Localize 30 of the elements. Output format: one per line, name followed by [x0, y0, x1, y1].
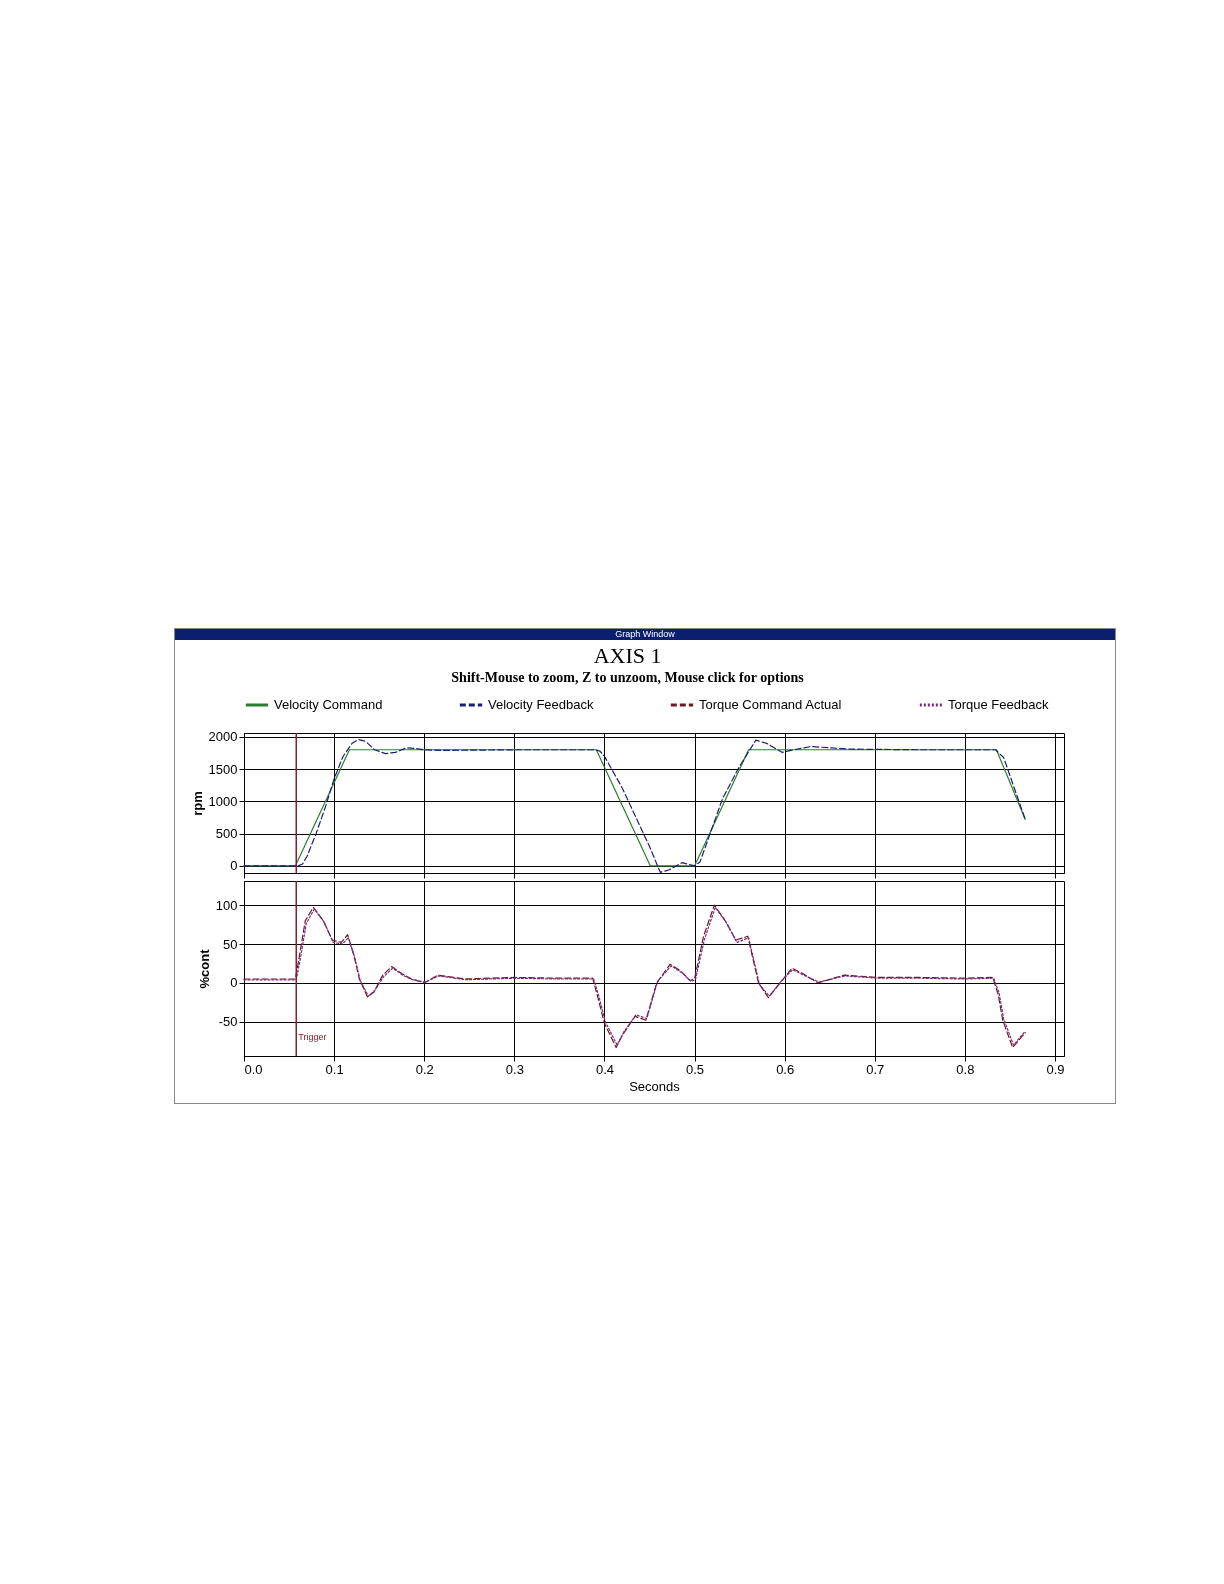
x-tick-label: 0.1 — [325, 1061, 344, 1077]
x-tick-label: 0.0 — [244, 1061, 263, 1077]
text: Graph Window — [175, 629, 1115, 640]
y-tick-label: 0 — [230, 975, 238, 991]
y-tick-label: 2000 — [208, 729, 238, 745]
ref-line-label: Trigger — [298, 1032, 327, 1042]
x-tick-label: 0.6 — [776, 1061, 795, 1077]
y-tick-label: 500 — [215, 826, 238, 842]
legend-label: Velocity Command — [274, 697, 383, 712]
y-axis-title: %cont — [196, 948, 212, 989]
x-axis-title: Seconds — [629, 1078, 681, 1094]
x-tick-label: 0.9 — [1046, 1061, 1065, 1077]
x-tick-label: 0.8 — [956, 1061, 975, 1077]
y-axis-title: rpm — [189, 791, 205, 816]
chart-title: AXIS 1 — [593, 643, 662, 668]
legend-label: Velocity Feedback — [488, 697, 594, 712]
x-tick-label: 0.7 — [866, 1061, 885, 1077]
legend-label: Torque Feedback — [948, 697, 1049, 712]
y-tick-label: -50 — [218, 1014, 238, 1030]
y-tick-label: 100 — [215, 897, 238, 913]
y-tick-label: 1500 — [208, 761, 238, 777]
x-tick-label: 0.5 — [686, 1061, 705, 1077]
x-tick-label: 0.3 — [505, 1061, 524, 1077]
chart-subtitle: Shift-Mouse to zoom, Z to unzoom, Mouse click for options — [451, 670, 805, 685]
x-tick-label: 0.4 — [595, 1061, 614, 1077]
y-tick-label: 50 — [223, 936, 238, 952]
y-tick-label: 1000 — [208, 793, 238, 809]
x-tick-label: 0.2 — [415, 1061, 434, 1077]
legend-label: Torque Command Actual — [699, 697, 842, 712]
y-tick-label: 0 — [230, 858, 238, 874]
